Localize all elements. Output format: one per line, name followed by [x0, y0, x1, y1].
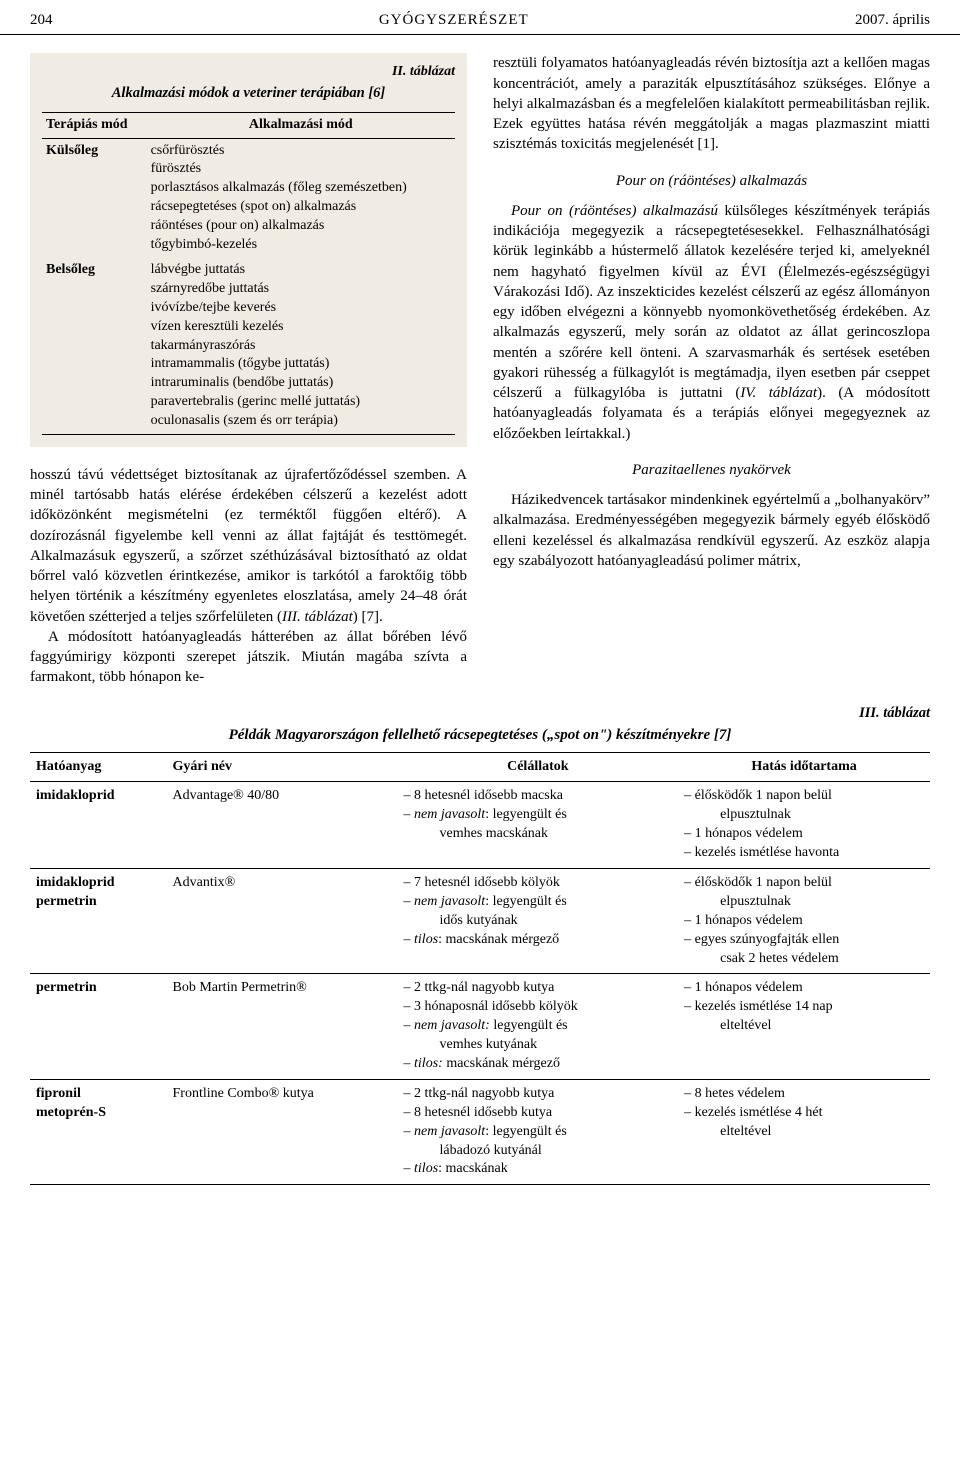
section-title-pour-on: Pour on (ráöntéses) alkalmazás	[493, 171, 930, 191]
table-ii-col1-header: Terápiás mód	[42, 112, 147, 138]
table-row: fipronilmetoprén-SFrontline Combo® kutya…	[30, 1079, 930, 1184]
table-row: imidaklopridAdvantage® 40/808 hetesnél i…	[30, 782, 930, 869]
celallatok-cell: 7 hetesnél idősebb kölyöknem javasolt: l…	[398, 868, 679, 973]
hatoanyag-cell: fipronilmetoprén-S	[30, 1079, 167, 1184]
hatas-cell: 8 hetes védelemkezelés ismétlése 4 hétel…	[678, 1079, 930, 1184]
gyari-nev-cell: Advantix®	[167, 868, 398, 973]
right-paragraph-1: resztüli folyamatos hatóanyagleadás révé…	[493, 53, 930, 154]
table-iii-h3: Célállatok	[398, 752, 679, 782]
main-columns: II. táblázat Alkalmazási módok a veterin…	[0, 35, 960, 697]
hatoanyag-cell: imidakloprid	[30, 782, 167, 869]
celallatok-cell: 2 ttkg-nál nagyobb kutya8 hetesnél időse…	[398, 1079, 679, 1184]
page-number: 204	[30, 10, 53, 30]
left-column: II. táblázat Alkalmazási módok a veterin…	[30, 53, 467, 687]
table-row: imidaklopridpermetrinAdvantix®7 hetesnél…	[30, 868, 930, 973]
hatas-cell: élősködők 1 napon belülelpusztulnak1 hón…	[678, 782, 930, 869]
table-iii-h1: Hatóanyag	[30, 752, 167, 782]
celallatok-cell: 8 hetesnél idősebb macskanem javasolt: l…	[398, 782, 679, 869]
page-header: 204 GYÓGYSZERÉSZET 2007. április	[0, 0, 960, 35]
right-paragraph-3: Házikedvencek tartásakor mindenkinek egy…	[493, 490, 930, 571]
table-iii-h2: Gyári név	[167, 752, 398, 782]
table-iii: Hatóanyag Gyári név Célállatok Hatás idő…	[30, 752, 930, 1186]
table-ii-table: Terápiás mód Alkalmazási mód Külsőleg cs…	[42, 112, 455, 435]
celallatok-cell: 2 ttkg-nál nagyobb kutya3 hónaposnál idő…	[398, 974, 679, 1079]
table-ii-row2-items: lábvégbe juttatásszárnyredőbe juttatásiv…	[147, 258, 455, 435]
table-ii: II. táblázat Alkalmazási módok a veterin…	[30, 53, 467, 447]
table-iii-h4: Hatás időtartama	[678, 752, 930, 782]
left-paragraph-1: hosszú távú védettséget biztosítanak az …	[30, 465, 467, 627]
gyari-nev-cell: Bob Martin Permetrin®	[167, 974, 398, 1079]
hatas-cell: 1 hónapos védelemkezelés ismétlése 14 na…	[678, 974, 930, 1079]
table-ii-col2-header: Alkalmazási mód	[147, 112, 455, 138]
gyari-nev-cell: Frontline Combo® kutya	[167, 1079, 398, 1184]
table-ii-title: Alkalmazási módok a veteriner terápiában…	[42, 84, 455, 104]
hatoanyag-cell: imidaklopridpermetrin	[30, 868, 167, 973]
table-ii-row1-label: Külsőleg	[42, 138, 147, 258]
table-iii-caption: III. táblázat	[30, 704, 930, 724]
table-ii-caption: II. táblázat	[42, 63, 455, 82]
table-row: permetrinBob Martin Permetrin®2 ttkg-nál…	[30, 974, 930, 1079]
table-ii-row1-items: csőrfürösztésfürösztésporlasztásos alkal…	[147, 138, 455, 258]
journal-title: GYÓGYSZERÉSZET	[379, 10, 529, 30]
left-paragraph-2: A módosított hatóanyagleadás hátterében …	[30, 627, 467, 688]
gyari-nev-cell: Advantage® 40/80	[167, 782, 398, 869]
issue-date: 2007. április	[855, 10, 930, 30]
table-iii-area: III. táblázat Példák Magyarországon fell…	[0, 698, 960, 1216]
table-iii-title: Példák Magyarországon fellelhető rácsepe…	[30, 725, 930, 745]
right-paragraph-2: Pour on (ráöntéses) alkalmazású külsőleg…	[493, 201, 930, 444]
hatas-cell: élősködők 1 napon belülelpusztulnak1 hón…	[678, 868, 930, 973]
table-ii-row2-label: Belsőleg	[42, 258, 147, 435]
hatoanyag-cell: permetrin	[30, 974, 167, 1079]
right-column: resztüli folyamatos hatóanyagleadás révé…	[493, 53, 930, 687]
section-title-nyakorvek: Parazitaellenes nyakörvek	[493, 460, 930, 480]
